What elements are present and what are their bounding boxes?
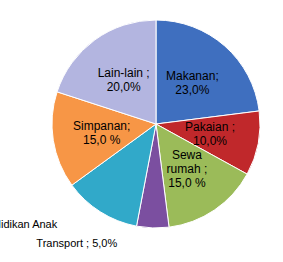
- svg-text:20,0%: 20,0%: [107, 80, 141, 94]
- svg-text:23,0%: 23,0%: [175, 83, 209, 97]
- svg-text:Lain-lain ;: Lain-lain ;: [98, 66, 150, 80]
- svg-text:15,0 %: 15,0 %: [83, 133, 121, 147]
- svg-text:Pakaian ;: Pakaian ;: [185, 120, 235, 134]
- svg-text:rumah ;: rumah ;: [167, 162, 208, 176]
- svg-text:15,0 %: 15,0 %: [168, 176, 206, 190]
- svg-text:Sewa: Sewa: [172, 148, 202, 162]
- svg-text:10,0%: 10,0%: [193, 134, 227, 148]
- svg-text:Simpanan;: Simpanan;: [73, 119, 130, 133]
- svg-text:Makanan;: Makanan;: [166, 69, 219, 83]
- svg-text:Pendidikan Anak: Pendidikan Anak: [0, 218, 58, 230]
- svg-text:Transport ; 5,0%: Transport ; 5,0%: [36, 237, 117, 249]
